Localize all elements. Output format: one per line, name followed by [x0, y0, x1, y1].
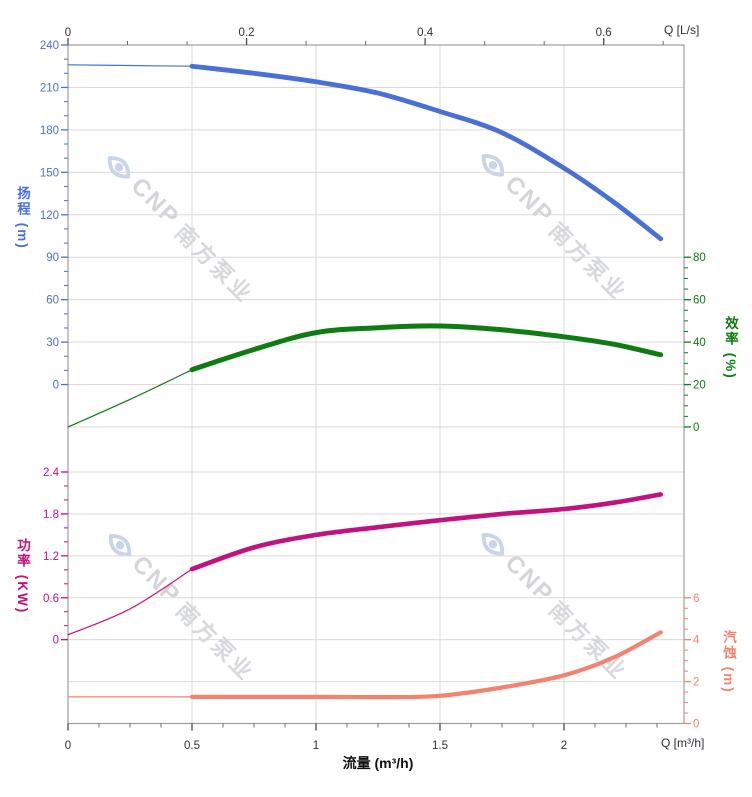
npsh-axis-tick-label: 6: [693, 593, 699, 605]
power-axis-tick-label: 2.4: [43, 467, 60, 479]
head-axis-tick-label: 180: [40, 125, 59, 137]
top-axis-tick-label: 0.4: [417, 27, 434, 39]
bottom-axis-tick-label: 0: [65, 740, 71, 752]
power-axis-tick-label: 1.8: [43, 509, 59, 521]
efficiency-axis-title: 效率 (%): [723, 316, 738, 380]
efficiency-axis-tick-label: 80: [693, 252, 706, 264]
head-axis-tick-label: 120: [40, 210, 59, 222]
npsh-axis-tick-label: 2: [693, 677, 699, 689]
head-curve-thin: [67, 64, 193, 67]
efficiency-axis-tick-label: 60: [693, 295, 706, 307]
npsh-axis-title: 汽蚀 (m): [721, 630, 736, 694]
power-axis-tick-label: 0.6: [43, 593, 59, 605]
power-axis-tick-label: 0: [53, 635, 59, 647]
top-axis-tick-label: 0: [65, 27, 71, 39]
head-axis-tick-label: 240: [40, 40, 59, 52]
head-axis-tick-label: 90: [46, 252, 59, 264]
npsh-curve: [189, 630, 663, 700]
efficiency-axis-tick-label: 0: [693, 422, 699, 434]
power-curve-thin: [67, 568, 193, 636]
head-axis-tick-label: 0: [53, 380, 59, 392]
npsh-axis-tick-label: 4: [693, 635, 700, 647]
bottom-axis-tick-label: 2: [561, 740, 567, 752]
efficiency-axis-tick-label: 40: [693, 337, 706, 349]
power-curve: [189, 492, 663, 572]
power-axis-tick-label: 1.2: [43, 551, 59, 563]
bottom-axis-tick-label: 0.5: [184, 740, 200, 752]
bottom-axis-tick-label: 1: [313, 740, 319, 752]
bottom-axis-unit-label: Q [m³/h]: [661, 736, 705, 750]
head-curve: [189, 63, 664, 242]
bottom-axis-tick-label: 1.5: [432, 740, 448, 752]
top-axis-unit-label: Q [L/s]: [664, 23, 700, 37]
power-axis-title: 功率 (KW): [15, 538, 30, 615]
efficiency-curve: [189, 323, 664, 373]
head-axis-tick-label: 60: [46, 295, 59, 307]
head-axis-title: 扬程 (m): [15, 186, 30, 250]
head-axis-tick-label: 30: [46, 337, 59, 349]
head-axis-tick-label: 210: [40, 82, 59, 94]
efficiency-curve-thin: [67, 369, 193, 428]
top-axis-tick-label: 0.2: [239, 27, 255, 39]
npsh-axis-tick-label: 0: [693, 719, 699, 731]
efficiency-axis-tick-label: 20: [693, 380, 706, 392]
top-axis-tick-label: 0.6: [596, 27, 612, 39]
flow-axis-label: 流量 (m³/h): [342, 755, 414, 771]
head-axis-tick-label: 150: [40, 167, 59, 179]
